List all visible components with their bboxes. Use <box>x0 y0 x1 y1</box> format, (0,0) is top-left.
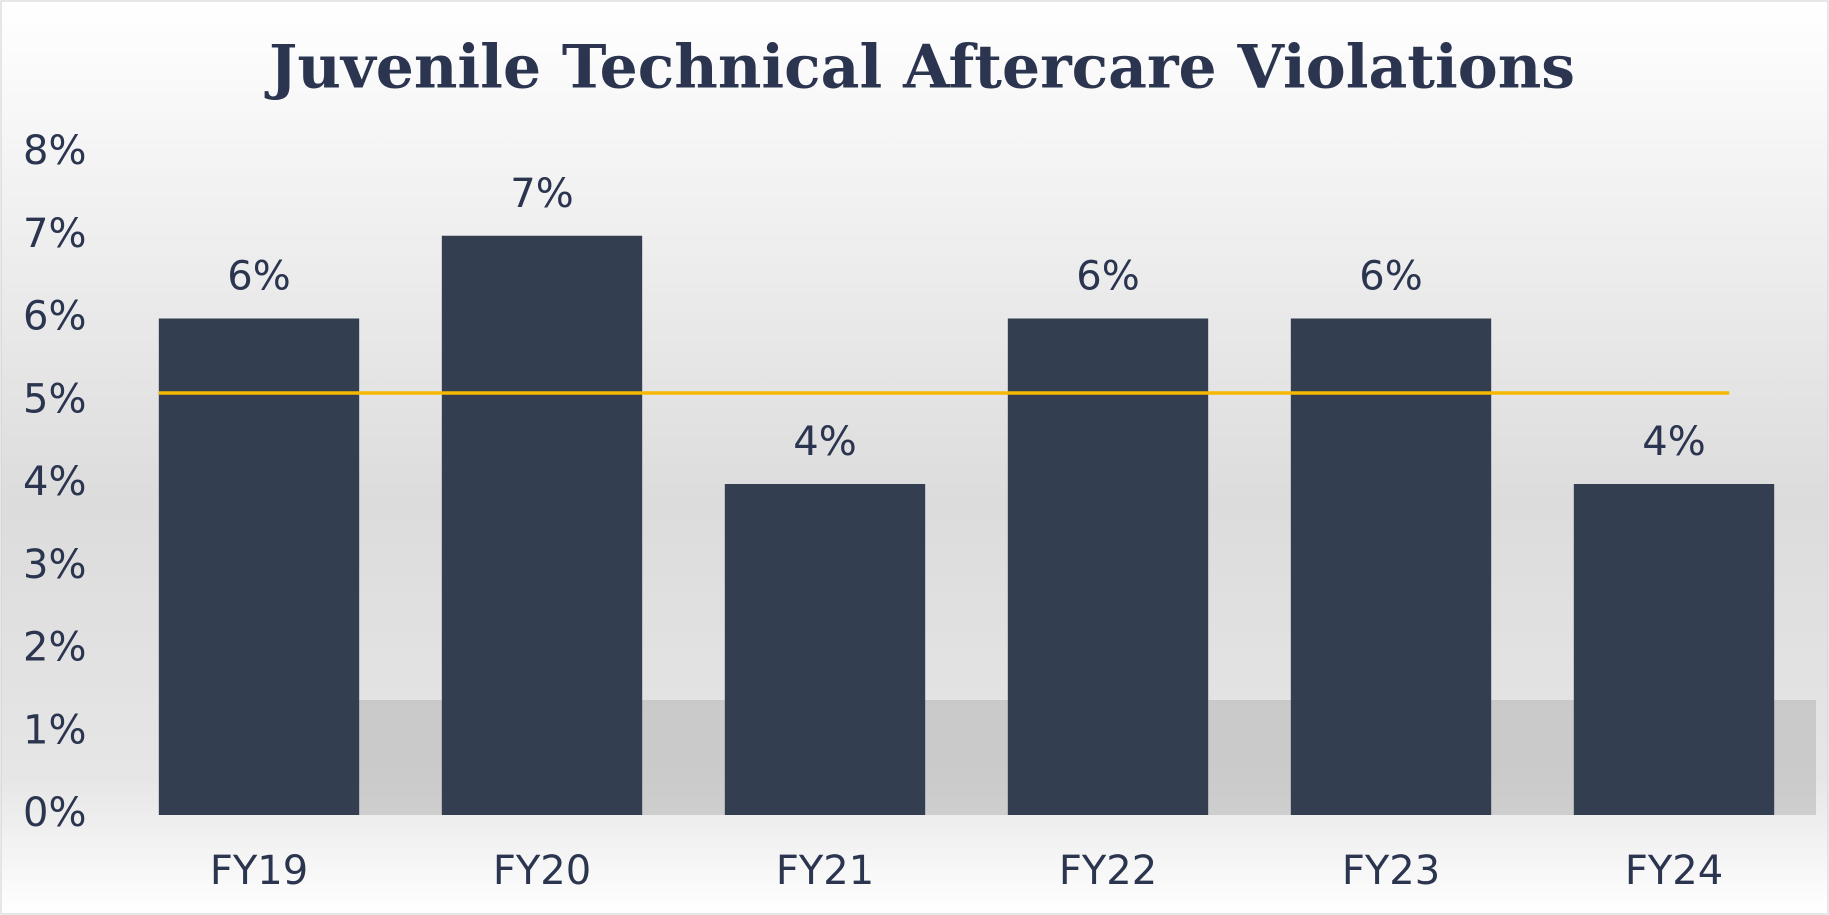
y-tick-label: 0% <box>23 790 86 836</box>
data-label: 6% <box>1076 254 1139 300</box>
data-label: 6% <box>227 254 290 300</box>
x-tick-label: FY24 <box>1625 848 1723 894</box>
bar <box>158 318 360 815</box>
bar <box>724 484 926 815</box>
y-tick-label: 7% <box>23 211 86 257</box>
y-tick-label: 2% <box>23 625 86 671</box>
data-label: 4% <box>793 419 856 465</box>
y-tick-label: 4% <box>23 459 86 505</box>
data-label: 4% <box>1642 419 1705 465</box>
x-tick-label: FY23 <box>1342 848 1440 894</box>
data-label: 6% <box>1359 254 1422 300</box>
x-tick-label: FY20 <box>493 848 591 894</box>
x-tick-label: FY21 <box>776 848 874 894</box>
bar <box>1007 318 1209 815</box>
y-tick-label: 3% <box>23 542 86 588</box>
y-tick-label: 8% <box>23 128 86 174</box>
y-tick-label: 6% <box>23 294 86 340</box>
x-tick-label: FY22 <box>1059 848 1157 894</box>
data-label: 7% <box>510 171 573 217</box>
bar <box>1573 484 1775 815</box>
x-tick-label: FY19 <box>210 848 308 894</box>
bar <box>1290 318 1492 815</box>
bar <box>441 235 643 815</box>
y-tick-label: 1% <box>23 707 86 753</box>
chart-title: Juvenile Technical Aftercare Violations <box>264 33 1575 103</box>
y-tick-label: 5% <box>23 376 86 422</box>
